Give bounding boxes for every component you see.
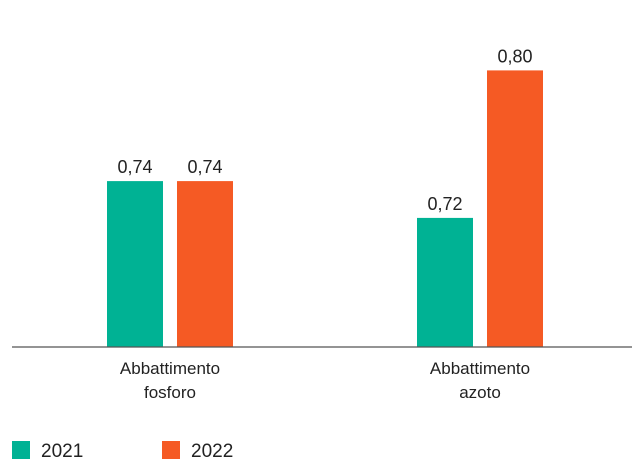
bar-2021-1 bbox=[417, 217, 473, 347]
legend-swatch-2022 bbox=[162, 441, 180, 459]
category-label-0-line-0: Abbattimento bbox=[120, 359, 220, 378]
category-labels-group: Abbattimento fosforo Abbattimento azoto bbox=[120, 359, 530, 402]
bars-group bbox=[107, 70, 543, 348]
bar-2022-1 bbox=[487, 70, 543, 348]
category-label-1-line-1: azoto bbox=[459, 383, 501, 402]
legend: 2021 2022 bbox=[12, 441, 233, 460]
value-label-2022-0: 0,74 bbox=[187, 157, 222, 177]
value-label-2021-1: 0,72 bbox=[427, 194, 462, 214]
category-label-1-line-0: Abbattimento bbox=[430, 359, 530, 378]
bar-2022-0 bbox=[177, 181, 233, 347]
value-label-2022-1: 0,80 bbox=[497, 46, 532, 66]
legend-label-2022: 2022 bbox=[191, 441, 233, 460]
value-label-2021-0: 0,74 bbox=[117, 157, 152, 177]
bar-2021-0 bbox=[107, 181, 163, 347]
legend-label-2021: 2021 bbox=[41, 441, 83, 460]
value-labels-group: 0,74 0,72 0,74 0,80 bbox=[117, 46, 532, 214]
category-label-0-line-1: fosforo bbox=[144, 383, 196, 402]
legend-swatch-2021 bbox=[12, 441, 30, 459]
